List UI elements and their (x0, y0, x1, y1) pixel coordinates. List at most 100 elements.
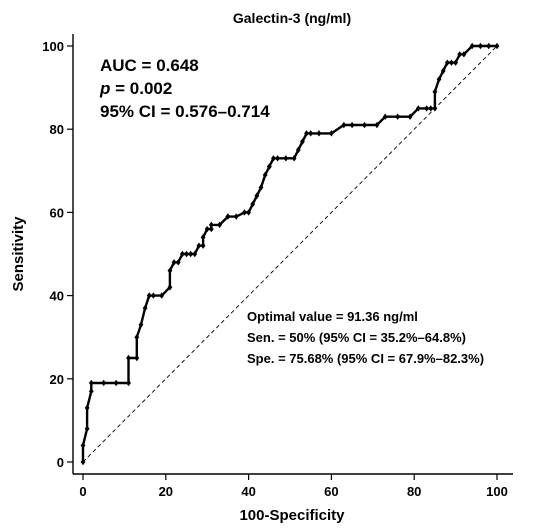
roc-point (246, 209, 251, 216)
roc-point (171, 259, 177, 266)
ci-label: 95% CI = 0.576–0.714 (100, 102, 270, 121)
roc-point (217, 221, 223, 229)
sensitivity-label: Sen. = 50% (95% CI = 35.2%–64.8%) (247, 330, 466, 345)
roc-point (329, 130, 334, 137)
roc-point (146, 292, 152, 299)
roc-point (283, 155, 289, 162)
y-tick-label: 0 (57, 455, 64, 470)
roc-point (242, 209, 247, 216)
x-axis-ticks: 0 20 40 60 80 100 (79, 474, 508, 499)
roc-point (424, 105, 430, 112)
roc-point (254, 192, 260, 199)
roc-point (84, 404, 90, 412)
x-tick-label: 60 (324, 484, 338, 499)
x-tick-label: 80 (407, 484, 421, 499)
roc-point (101, 379, 107, 387)
roc-point (469, 42, 475, 50)
auc-label: AUC = 0.648 (100, 56, 199, 75)
roc-point (395, 113, 401, 120)
y-tick-label: 20 (50, 372, 64, 387)
roc-point (440, 67, 446, 75)
roc-point (188, 250, 194, 258)
y-tick-label: 40 (50, 289, 64, 304)
roc-point (126, 354, 131, 362)
roc-point (113, 379, 119, 387)
x-tick-label: 0 (79, 484, 86, 499)
roc-point (138, 321, 144, 328)
roc-point (184, 250, 189, 258)
roc-point (444, 59, 450, 66)
roc-point (200, 234, 206, 241)
roc-data-points (80, 42, 500, 466)
roc-point (175, 259, 181, 266)
roc-point (300, 138, 305, 145)
roc-point (349, 121, 355, 129)
x-tick-label: 100 (486, 484, 508, 499)
roc-point (84, 425, 90, 432)
y-axis-label: Sensitivity (10, 216, 27, 292)
x-axis-label: 100-Specificity (239, 507, 345, 524)
y-tick-label: 80 (50, 122, 64, 137)
roc-point (167, 284, 173, 291)
roc-point (250, 200, 256, 208)
roc-point (204, 225, 210, 233)
roc-point (432, 105, 438, 112)
roc-point (316, 130, 322, 137)
roc-point (295, 146, 301, 154)
roc-point (80, 442, 86, 449)
y-axis-ticks: 0 20 40 60 80 100 (42, 39, 73, 470)
roc-point (457, 51, 463, 58)
roc-point (382, 113, 388, 120)
specificity-label: Spe. = 75.68% (95% CI = 67.9%–82.3%) (247, 351, 484, 366)
roc-point (179, 250, 185, 258)
roc-point (461, 51, 467, 58)
roc-point (88, 379, 94, 387)
roc-point (208, 221, 214, 229)
roc-point (167, 267, 173, 274)
roc-point (308, 130, 314, 137)
roc-point (407, 113, 413, 120)
roc-point (436, 76, 442, 83)
roc-point (126, 379, 131, 387)
roc-point (432, 88, 438, 95)
roc-point (134, 334, 140, 341)
x-tick-label: 20 (159, 484, 173, 499)
roc-point (200, 242, 206, 249)
optimal-value-label: Optimal value = 91.36 ng/ml (247, 309, 418, 324)
roc-point (374, 121, 380, 129)
roc-point (291, 155, 297, 162)
roc-point (453, 59, 458, 66)
p-value-label: p = 0.002 (99, 79, 172, 98)
roc-point (196, 242, 202, 249)
roc-point (233, 213, 239, 220)
roc-point (486, 42, 492, 50)
roc-point (134, 354, 140, 362)
roc-point (142, 304, 148, 312)
roc-point (341, 121, 347, 129)
roc-point (271, 155, 276, 162)
roc-point (225, 213, 231, 220)
p-symbol: p (99, 79, 110, 98)
roc-point (208, 225, 214, 233)
y-tick-label: 60 (50, 205, 64, 220)
roc-point (266, 163, 272, 170)
roc-point (275, 155, 280, 162)
roc-point (262, 171, 268, 179)
roc-point (159, 292, 165, 299)
roc-point (150, 292, 156, 299)
p-value: = 0.002 (110, 79, 172, 98)
roc-point (88, 388, 94, 395)
roc-point (192, 250, 198, 258)
roc-point (494, 42, 500, 50)
roc-point (80, 458, 86, 466)
y-tick-label: 100 (42, 39, 64, 54)
x-tick-label: 40 (241, 484, 255, 499)
roc-point (304, 130, 309, 137)
roc-point (362, 121, 367, 129)
roc-point (428, 105, 434, 112)
roc-point (415, 105, 421, 112)
roc-point (478, 42, 483, 50)
roc-point (258, 184, 264, 191)
chart-title: Galectin-3 (ng/ml) (233, 10, 351, 26)
